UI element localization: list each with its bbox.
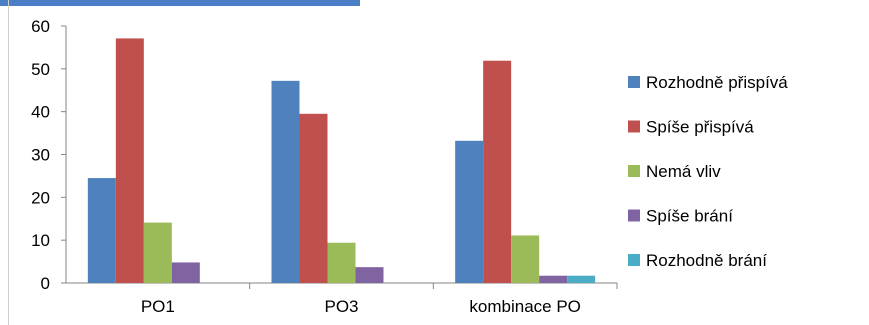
y-tick-label: 20 bbox=[31, 188, 50, 207]
y-tick-label: 10 bbox=[31, 231, 50, 250]
legend-label: Rozhodně brání bbox=[646, 251, 767, 270]
bar-1-3 bbox=[455, 140, 484, 283]
bar-3-2 bbox=[327, 242, 356, 283]
left-border-line bbox=[8, 0, 9, 325]
y-axis-ticks: 0 10 20 30 40 50 60 bbox=[31, 17, 66, 293]
y-tick-label: 60 bbox=[31, 17, 50, 36]
x-category-label: PO1 bbox=[141, 297, 175, 316]
bar-1-2 bbox=[271, 80, 300, 284]
legend-swatch bbox=[628, 120, 640, 133]
bar-2-1 bbox=[115, 38, 144, 284]
legend-label: Spíše přispívá bbox=[646, 118, 754, 137]
x-axis-categories: PO1 PO3 kombinace PO bbox=[141, 297, 581, 316]
y-tick-label: 40 bbox=[31, 103, 50, 122]
legend-swatch bbox=[628, 254, 640, 266]
chart-legend: Rozhodně přispívá Spíše přispívá Nemá vliv… bbox=[628, 73, 788, 270]
bar-1-1 bbox=[87, 178, 116, 283]
bar-3-1 bbox=[143, 222, 172, 283]
top-header-fragment bbox=[0, 0, 360, 6]
y-tick-label: 30 bbox=[31, 146, 50, 165]
y-tick-label: 0 bbox=[41, 274, 50, 293]
bar-3-3 bbox=[511, 235, 540, 283]
y-tick-label: 50 bbox=[31, 60, 50, 79]
bar-2-2 bbox=[299, 113, 328, 283]
legend-swatch bbox=[628, 209, 640, 222]
x-category-label: kombinace PO bbox=[469, 297, 581, 316]
legend-label: Rozhodně přispívá bbox=[646, 73, 788, 92]
legend-swatch bbox=[628, 165, 640, 177]
x-category-label: PO3 bbox=[324, 297, 358, 316]
bar-4-1 bbox=[171, 262, 200, 283]
bar-2-3 bbox=[483, 60, 512, 283]
legend-label: Spíše brání bbox=[646, 207, 733, 226]
bar-4-3 bbox=[539, 275, 568, 283]
bar-5-3 bbox=[567, 275, 596, 283]
legend-swatch bbox=[628, 76, 640, 88]
chart-bars bbox=[87, 38, 596, 284]
legend-label: Nemá vliv bbox=[646, 162, 721, 181]
bar-4-2 bbox=[355, 267, 384, 283]
